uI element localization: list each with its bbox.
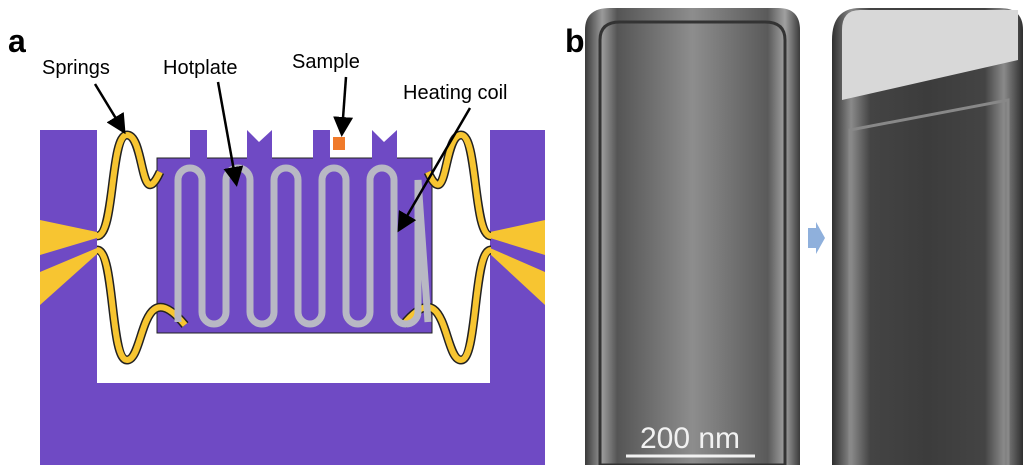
tooth [190, 130, 207, 159]
tooth [247, 130, 272, 159]
annotation: Sample [292, 51, 360, 73]
panel-label: a [8, 23, 26, 59]
spring [97, 135, 160, 236]
figure: a Springs Hotplate Sample Heating coil b… [0, 0, 1023, 465]
arrow [342, 77, 346, 132]
micrograph [585, 8, 800, 465]
tooth [313, 130, 330, 159]
tooth [372, 130, 397, 159]
annotation: Heating coil [403, 82, 508, 104]
scale-bar-label: 200 nm [640, 422, 740, 455]
device-schematic [40, 130, 545, 465]
annotation: Hotplate [163, 57, 238, 79]
arrow [808, 222, 825, 254]
arrow [95, 84, 123, 130]
annotation: Springs [42, 57, 110, 79]
sample [333, 137, 345, 150]
panel-label: b [565, 23, 585, 59]
